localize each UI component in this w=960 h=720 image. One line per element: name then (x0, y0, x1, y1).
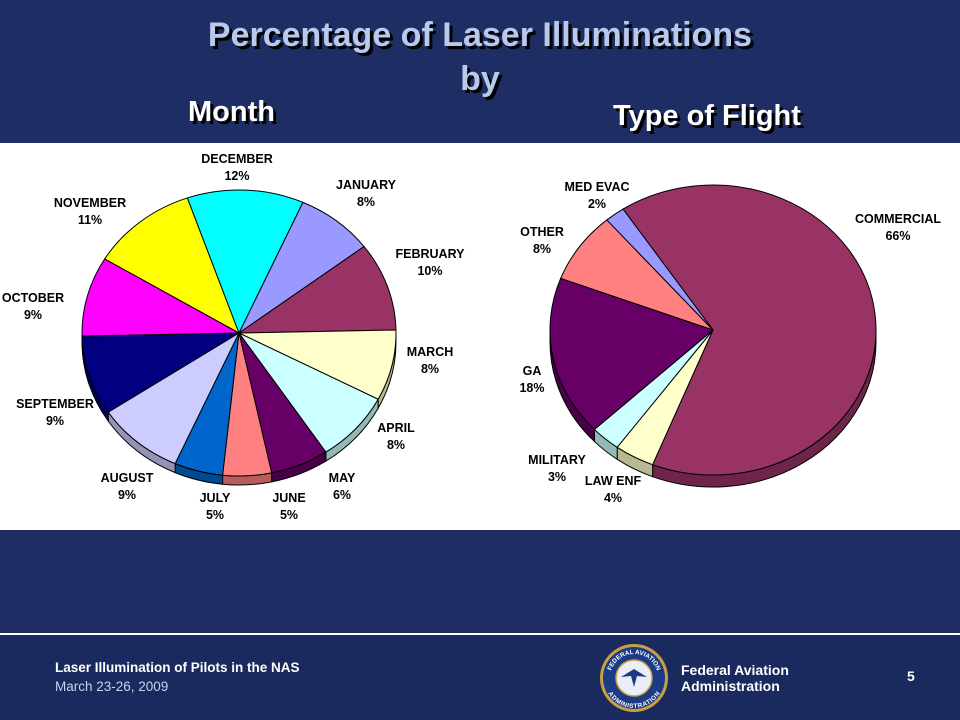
pie-label-january: JANUARY (336, 178, 397, 192)
pie-label-june: JUNE (272, 491, 305, 505)
pie-pct-june: 5% (280, 508, 298, 522)
pie-pct-april: 8% (387, 438, 405, 452)
pie-label-med-evac: MED EVAC (564, 180, 629, 194)
pie-label-april: APRIL (377, 421, 415, 435)
slide-title: Percentage of Laser Illuminations (207, 16, 753, 54)
agency-name-line2: Administration (681, 678, 780, 694)
pie-label-november: NOVEMBER (54, 196, 126, 210)
pie-pct-august: 9% (118, 488, 136, 502)
faa-seal-icon: FEDERAL AVIATION ADMINISTRATION (600, 644, 668, 712)
pie-label-july: JULY (200, 491, 231, 505)
pie-pct-november: 11% (78, 213, 102, 227)
pie-pct-january: 8% (357, 195, 375, 209)
pie-label-october: OCTOBER (2, 291, 64, 305)
pie-pct-commercial: 66% (885, 229, 910, 243)
pie-slice-december (186, 189, 304, 335)
pie-charts: JANUARY 8% FEBRUARY 10% MARCH 8% APRIL 8% MAY 6% J… (2, 152, 942, 522)
pie-pct-law-enf: 4% (604, 491, 622, 505)
pie-slice-september (81, 332, 241, 413)
pie-label-february: FEBRUARY (396, 247, 466, 261)
footer-date: March 23-26, 2009 (55, 679, 169, 694)
pie-type-of-flight: COMMERCIAL 66% LAW ENF 4% MILITARY 3% GA 18% OTH… (519, 180, 941, 505)
footer-divider (0, 633, 960, 635)
pie-pct-med-evac: 2% (588, 197, 606, 211)
pie-label-commercial: COMMERCIAL (855, 212, 941, 226)
pie-slice-august (107, 331, 241, 465)
pie-label-may: MAY (329, 471, 356, 485)
chart-title-month: Month (188, 96, 275, 128)
pie-pct-military: 3% (548, 470, 566, 484)
pie-slice-ga (549, 277, 715, 431)
slide-title-by: by (460, 60, 500, 98)
pie-pct-february: 10% (417, 264, 442, 278)
pie-pct-ga: 18% (519, 381, 544, 395)
pie-slice-february (237, 245, 397, 334)
pie-slice-med-evac (606, 208, 714, 331)
chart-title-type-of-flight: Type of Flight (613, 100, 801, 132)
pie-label-august: AUGUST (101, 471, 154, 485)
pie-pct-september: 9% (46, 414, 64, 428)
pie-pct-july: 5% (206, 508, 224, 522)
pie-label-other: OTHER (520, 225, 564, 239)
pie-label-september: SEPTEMBER (16, 397, 94, 411)
agency-name-line1: Federal Aviation (681, 662, 789, 678)
pie-slice-november (103, 197, 240, 335)
pie-pct-march: 8% (421, 362, 439, 376)
pie-label-ga: GA (523, 364, 542, 378)
pie-label-march: MARCH (407, 345, 454, 359)
pie-pct-other: 8% (533, 242, 551, 256)
pie-pct-december: 12% (224, 169, 249, 183)
footer-presentation-title: Laser Illumination of Pilots in the NAS (55, 660, 300, 675)
chart-panel: JANUARY 8% FEBRUARY 10% MARCH 8% APRIL 8% MAY 6% J… (0, 143, 960, 530)
pie-pct-october: 9% (24, 308, 42, 322)
footer (0, 635, 960, 720)
pie-label-december: DECEMBER (201, 152, 273, 166)
pie-label-military: MILITARY (528, 453, 586, 467)
pie-slice-commercial (622, 184, 877, 476)
page-number: 5 (907, 668, 915, 684)
pie-label-law-enf: LAW ENF (585, 474, 642, 488)
agency-name: Federal Aviation Administration (681, 662, 789, 694)
pie-slice-october (81, 258, 241, 337)
pie-month: JANUARY 8% FEBRUARY 10% MARCH 8% APRIL 8% MAY 6% J… (2, 152, 465, 522)
pie-pct-may: 6% (333, 488, 351, 502)
